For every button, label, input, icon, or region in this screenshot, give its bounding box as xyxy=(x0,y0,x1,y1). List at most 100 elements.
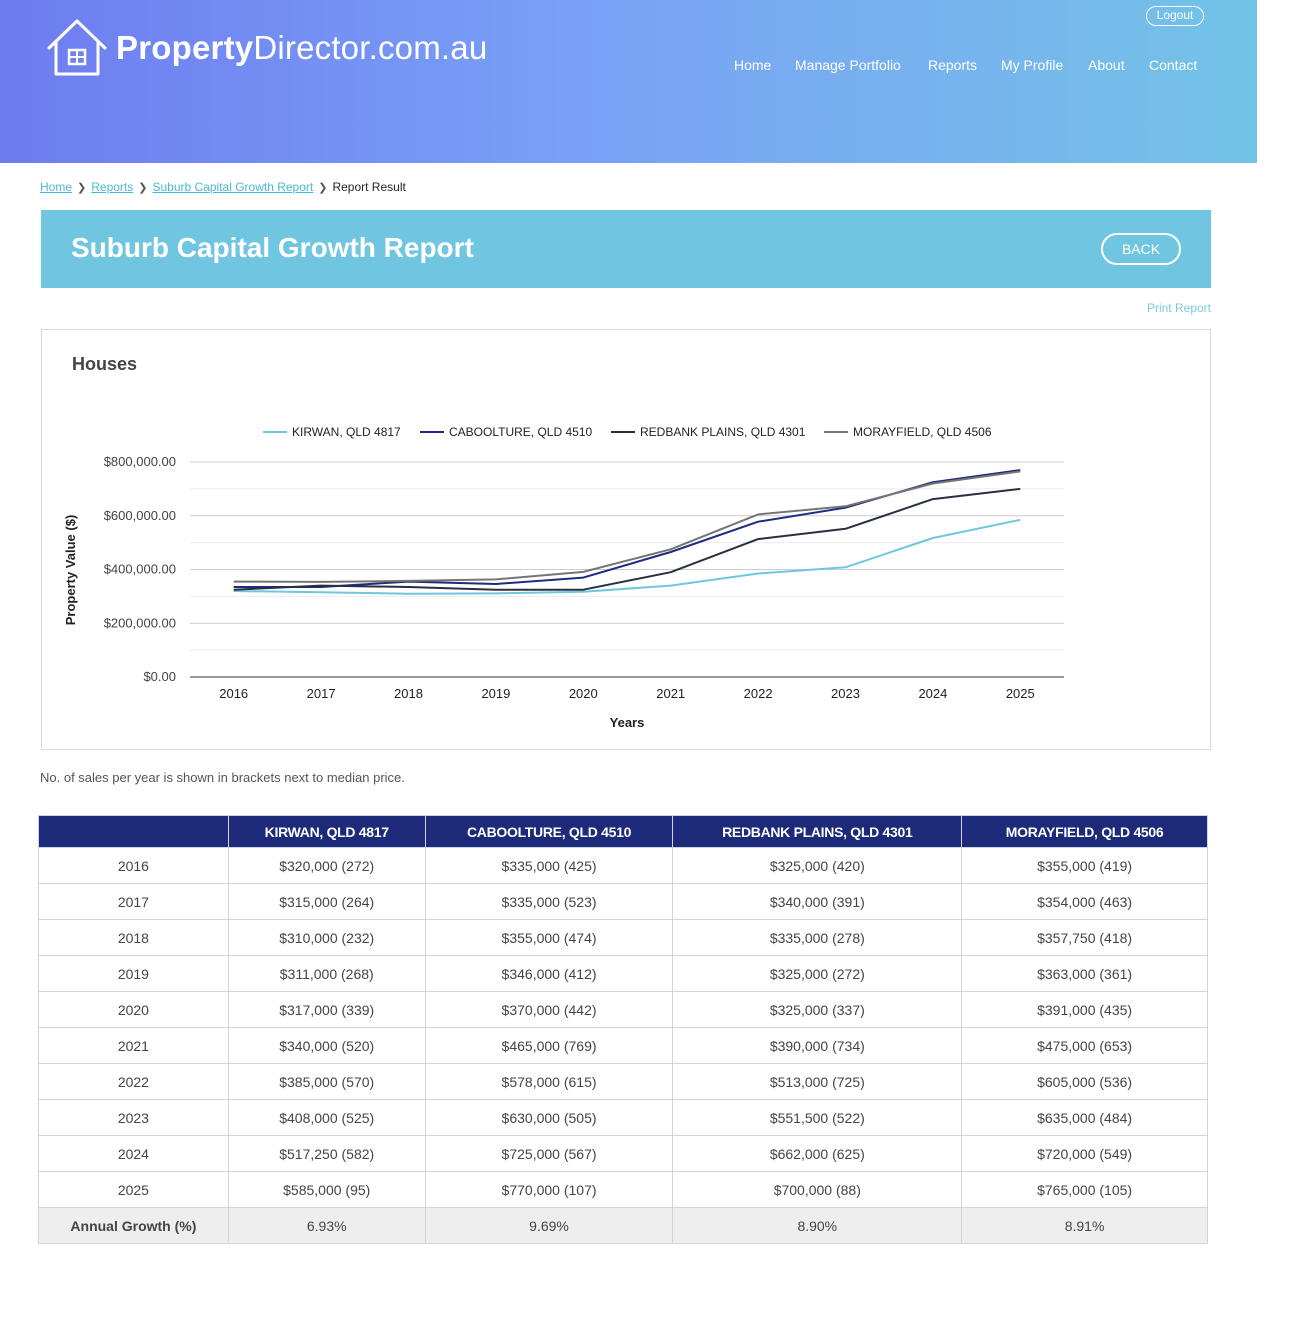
y-tick-label: $800,000.00 xyxy=(104,454,176,469)
y-tick-label: $600,000.00 xyxy=(104,508,176,523)
x-tick-label: 2021 xyxy=(656,686,685,701)
cell-caboolture: $465,000 (769) xyxy=(424,1027,674,1064)
cell-year: 2016 xyxy=(38,847,229,884)
site-logo[interactable]: PropertyDirector.com.au xyxy=(46,18,487,78)
x-tick-label: 2016 xyxy=(219,686,248,701)
cell-kirwan: $408,000 (525) xyxy=(227,1099,426,1136)
legend-label: KIRWAN, QLD 4817 xyxy=(292,425,401,439)
main-nav: Home Manage Portfolio Reports My Profile… xyxy=(0,57,1257,75)
logout-button[interactable]: Logout xyxy=(1146,6,1204,26)
breadcrumb-suburb-report[interactable]: Suburb Capital Growth Report xyxy=(152,180,314,194)
nav-reports[interactable]: Reports xyxy=(928,57,978,73)
y-tick-label: $400,000.00 xyxy=(104,562,176,577)
annual-growth-label: Annual Growth (%) xyxy=(38,1207,229,1244)
chart-title: Houses xyxy=(72,354,138,374)
table-row: 2023 $408,000 (525) $630,000 (505) $551,500… xyxy=(38,1099,1208,1136)
cell-caboolture: $335,000 (425) xyxy=(424,847,674,884)
table-row: 2017 $315,000 (264) $335,000 (523) $340,000… xyxy=(38,883,1208,920)
cell-kirwan: $340,000 (520) xyxy=(227,1027,426,1064)
cell-kirwan: $315,000 (264) xyxy=(227,883,426,920)
cell-year: 2019 xyxy=(38,955,229,992)
chevron-right-icon: ❯ xyxy=(318,182,328,194)
table-header-kirwan: KIRWAN, QLD 4817 xyxy=(227,815,426,848)
cell-caboolture: $370,000 (442) xyxy=(424,991,674,1028)
cell-redbank-plains: $325,000 (337) xyxy=(672,991,963,1028)
breadcrumb-current: Report Result xyxy=(332,180,406,194)
cell-redbank-plains: $325,000 (272) xyxy=(672,955,963,992)
cell-morayfield: $391,000 (435) xyxy=(961,991,1208,1028)
cell-kirwan: $311,000 (268) xyxy=(227,955,426,992)
cell-redbank-plains: $513,000 (725) xyxy=(672,1063,963,1100)
cell-morayfield: $605,000 (536) xyxy=(961,1063,1208,1100)
table-header-caboolture: CABOOLTURE, QLD 4510 xyxy=(424,815,674,848)
cell-redbank-plains: $662,000 (625) xyxy=(672,1135,963,1172)
cell-caboolture: $725,000 (567) xyxy=(424,1135,674,1172)
x-tick-label: 2023 xyxy=(831,686,860,701)
cell-morayfield: $635,000 (484) xyxy=(961,1099,1208,1136)
series-line xyxy=(233,518,1021,595)
table-header-redbank-plains: REDBANK PLAINS, QLD 4301 xyxy=(672,815,963,848)
house-logo-icon xyxy=(47,19,107,76)
cell-redbank-plains: $340,000 (391) xyxy=(672,883,963,920)
cell-year: 2020 xyxy=(38,991,229,1028)
cell-caboolture: $770,000 (107) xyxy=(424,1171,674,1208)
table-row: 2019 $311,000 (268) $346,000 (412) $325,000… xyxy=(38,955,1208,992)
cell-caboolture: $630,000 (505) xyxy=(424,1099,674,1136)
cell-year: 2024 xyxy=(38,1135,229,1172)
cell-kirwan: $585,000 (95) xyxy=(227,1171,426,1208)
breadcrumb-home[interactable]: Home xyxy=(40,180,73,194)
cell-year: 2025 xyxy=(38,1171,229,1208)
cell-year: 2021 xyxy=(38,1027,229,1064)
nav-manage-portfolio[interactable]: Manage Portfolio xyxy=(795,57,901,73)
nav-my-profile[interactable]: My Profile xyxy=(1001,57,1064,73)
x-tick-label: 2018 xyxy=(394,686,423,701)
cell-morayfield: $720,000 (549) xyxy=(961,1135,1208,1172)
breadcrumb-reports[interactable]: Reports xyxy=(91,180,134,194)
table-row: 2018 $310,000 (232) $355,000 (474) $335,000… xyxy=(38,919,1208,956)
chevron-right-icon: ❯ xyxy=(77,182,87,194)
table-row: 2021 $340,000 (520) $465,000 (769) $390,000… xyxy=(38,1027,1208,1064)
table-row: 2020 $317,000 (339) $370,000 (442) $325,000… xyxy=(38,991,1208,1028)
breadcrumb: Home ❯ Reports ❯ Suburb Capital Growth Repor… xyxy=(40,180,406,194)
legend-label: CABOOLTURE, QLD 4510 xyxy=(449,425,592,439)
annual-growth-row: Annual Growth (%) 6.93% 9.69% 8.90% 8.91% xyxy=(38,1207,1208,1244)
series-line xyxy=(233,470,1021,583)
cell-redbank-plains: $700,000 (88) xyxy=(672,1171,963,1208)
nav-home[interactable]: Home xyxy=(734,57,772,73)
cell-morayfield: $357,750 (418) xyxy=(961,919,1208,956)
table-header-year xyxy=(38,815,229,848)
cell-caboolture: $578,000 (615) xyxy=(424,1063,674,1100)
cell-redbank-plains: $551,500 (522) xyxy=(672,1099,963,1136)
logo-text-light: Director.com.au xyxy=(253,29,488,66)
table-header-morayfield: MORAYFIELD, QLD 4506 xyxy=(961,815,1208,848)
sales-note: No. of sales per year is shown in bracke… xyxy=(40,770,405,785)
y-axis-title: Property Value ($) xyxy=(63,515,78,626)
legend-label: MORAYFIELD, QLD 4506 xyxy=(853,425,992,439)
back-button[interactable]: BACK xyxy=(1101,233,1181,265)
cell-redbank-plains: $390,000 (734) xyxy=(672,1027,963,1064)
cell-year: 2022 xyxy=(38,1063,229,1100)
site-header: PropertyDirector.com.au Logout Home Mana… xyxy=(0,0,1257,163)
nav-contact[interactable]: Contact xyxy=(1149,57,1198,73)
x-tick-label: 2019 xyxy=(481,686,510,701)
print-report-link[interactable]: Print Report xyxy=(1146,301,1211,315)
y-tick-label: $0.00 xyxy=(143,669,176,684)
cell-morayfield: $475,000 (653) xyxy=(961,1027,1208,1064)
cell-year: 2017 xyxy=(38,883,229,920)
series-line xyxy=(233,487,1021,591)
x-tick-label: 2020 xyxy=(569,686,598,701)
nav-about[interactable]: About xyxy=(1088,57,1125,73)
cell-redbank-plains: $335,000 (278) xyxy=(672,919,963,956)
cell-morayfield: $363,000 (361) xyxy=(961,955,1208,992)
chevron-right-icon: ❯ xyxy=(138,182,148,194)
table-row: 2025 $585,000 (95) $770,000 (107) $700,000 … xyxy=(38,1171,1208,1208)
table-row: 2016 $320,000 (272) $335,000 (425) $325,000… xyxy=(38,847,1208,884)
cell-redbank-plains: $325,000 (420) xyxy=(672,847,963,884)
annual-growth-caboolture: 9.69% xyxy=(424,1207,674,1244)
cell-kirwan: $385,000 (570) xyxy=(227,1063,426,1100)
table-row: 2024 $517,250 (582) $725,000 (567) $662,000… xyxy=(38,1135,1208,1172)
cell-kirwan: $517,250 (582) xyxy=(227,1135,426,1172)
cell-morayfield: $354,000 (463) xyxy=(961,883,1208,920)
x-axis-title: Years xyxy=(610,715,645,730)
y-tick-label: $200,000.00 xyxy=(104,615,176,630)
